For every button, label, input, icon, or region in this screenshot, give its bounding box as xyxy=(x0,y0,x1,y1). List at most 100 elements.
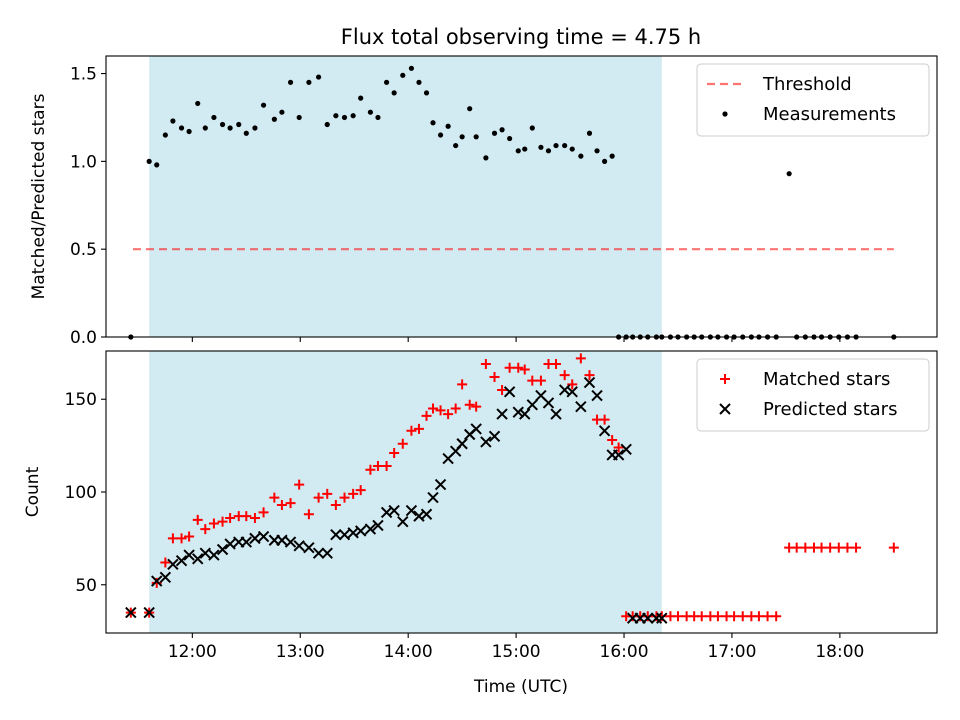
data-point xyxy=(397,515,409,528)
legend-label: Matched stars xyxy=(763,369,890,390)
data-point xyxy=(696,611,707,622)
data-point xyxy=(464,399,475,410)
data-point xyxy=(542,397,555,409)
data-point xyxy=(316,74,322,80)
data-point xyxy=(489,371,500,382)
data-point xyxy=(443,409,454,420)
data-point xyxy=(496,408,508,420)
data-point xyxy=(216,543,229,556)
data-point xyxy=(450,403,461,414)
legend-frame xyxy=(696,63,930,137)
data-point xyxy=(330,528,342,541)
data-point xyxy=(397,438,408,449)
data-point xyxy=(550,408,562,420)
legend-frame xyxy=(696,358,930,432)
data-point xyxy=(562,142,568,149)
data-point xyxy=(324,121,330,128)
data-point xyxy=(240,536,253,548)
data-point xyxy=(522,146,528,152)
data-point xyxy=(553,142,559,149)
data-point xyxy=(160,557,171,568)
data-point xyxy=(538,144,544,150)
data-point xyxy=(672,611,683,622)
data-point xyxy=(833,542,844,553)
data-point xyxy=(420,508,433,520)
data-point xyxy=(559,370,570,381)
x-tick-label: 15:00 xyxy=(492,642,541,662)
data-point xyxy=(186,128,192,135)
data-point xyxy=(613,442,624,453)
data-point xyxy=(243,130,249,136)
data-point xyxy=(306,79,312,85)
data-point xyxy=(279,109,285,115)
data-point xyxy=(512,406,524,418)
legend-swatch xyxy=(722,111,728,117)
data-point xyxy=(249,532,261,545)
data-point xyxy=(225,512,236,523)
data-point xyxy=(712,611,723,622)
data-point xyxy=(321,547,333,559)
data-point xyxy=(330,499,341,510)
observing-window-span xyxy=(149,351,662,633)
data-point xyxy=(729,611,740,622)
data-point xyxy=(287,79,294,85)
data-point xyxy=(566,386,578,398)
data-point xyxy=(381,461,392,472)
series-dot xyxy=(128,65,897,340)
data-point xyxy=(513,362,524,373)
data-point xyxy=(594,148,600,154)
data-point xyxy=(453,142,459,149)
x-tick-label: 17:00 xyxy=(707,642,756,662)
data-point xyxy=(488,430,501,443)
data-point xyxy=(276,534,288,546)
y-axis-label: Matched/Predicted stars xyxy=(29,93,49,299)
data-point xyxy=(515,148,521,154)
legend-swatch xyxy=(720,374,730,384)
x-tick-label: 13:00 xyxy=(276,642,325,662)
data-point xyxy=(192,514,203,525)
x-axis-label: Time (UTC) xyxy=(473,677,568,697)
data-point xyxy=(176,533,187,544)
data-point xyxy=(816,542,827,553)
series-plus xyxy=(125,353,899,622)
y-tick-label: 1.5 xyxy=(70,65,97,85)
data-point xyxy=(578,153,584,159)
y-tick-label: 0.0 xyxy=(70,328,97,348)
data-point xyxy=(372,461,383,472)
data-point xyxy=(178,125,185,131)
data-point xyxy=(421,410,432,421)
data-point xyxy=(507,135,513,142)
data-point xyxy=(434,478,447,491)
data-point xyxy=(599,414,610,425)
data-point xyxy=(364,523,377,535)
data-point xyxy=(480,358,491,369)
data-point xyxy=(473,134,479,140)
data-point xyxy=(491,130,498,136)
data-point xyxy=(467,106,473,112)
data-point xyxy=(586,130,593,136)
data-point xyxy=(762,611,773,622)
data-point xyxy=(405,504,418,517)
data-point xyxy=(656,612,668,624)
data-point xyxy=(167,533,178,544)
data-point xyxy=(642,611,653,622)
data-point xyxy=(607,435,618,446)
data-point xyxy=(575,400,587,413)
data-point xyxy=(219,121,226,128)
data-point xyxy=(303,509,314,520)
count-panel: 50 100 150 12:00 13:00 14:00 15:00 16:00 17:00 18… xyxy=(23,350,938,662)
data-point xyxy=(551,358,562,369)
data-point xyxy=(367,109,374,115)
data-point xyxy=(211,114,217,121)
y-tick-label: 0.5 xyxy=(70,240,97,260)
data-point xyxy=(413,423,424,434)
data-point xyxy=(143,606,155,619)
data-point xyxy=(389,448,400,459)
legend-label: Predicted stars xyxy=(763,399,897,420)
y-tick-label: 100 xyxy=(65,483,97,503)
data-point xyxy=(252,125,258,131)
data-point xyxy=(584,370,595,381)
data-point xyxy=(499,127,505,133)
data-point xyxy=(200,524,211,535)
data-point xyxy=(423,90,430,96)
